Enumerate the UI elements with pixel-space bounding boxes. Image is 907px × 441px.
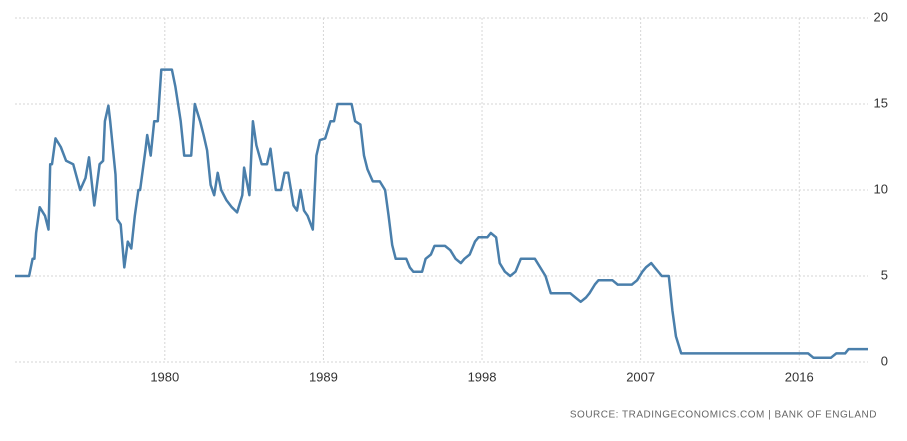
y-tick-label: 0	[881, 353, 888, 368]
y-tick-label: 10	[874, 181, 888, 196]
x-tick-label: 1980	[150, 369, 179, 384]
x-tick-label: 2007	[626, 369, 655, 384]
line-series	[15, 68, 868, 359]
source: SOURCE: TRADINGECONOMICS.COM | BANK OF E…	[570, 410, 877, 421]
y-tick-label: 20	[874, 9, 888, 24]
y-tick-label: 5	[881, 267, 888, 282]
x-tick-label: 1998	[468, 369, 497, 384]
y-tick-label: 15	[874, 95, 888, 110]
x-tick-label: 1989	[309, 369, 338, 384]
x-tick-label: 2016	[785, 369, 814, 384]
